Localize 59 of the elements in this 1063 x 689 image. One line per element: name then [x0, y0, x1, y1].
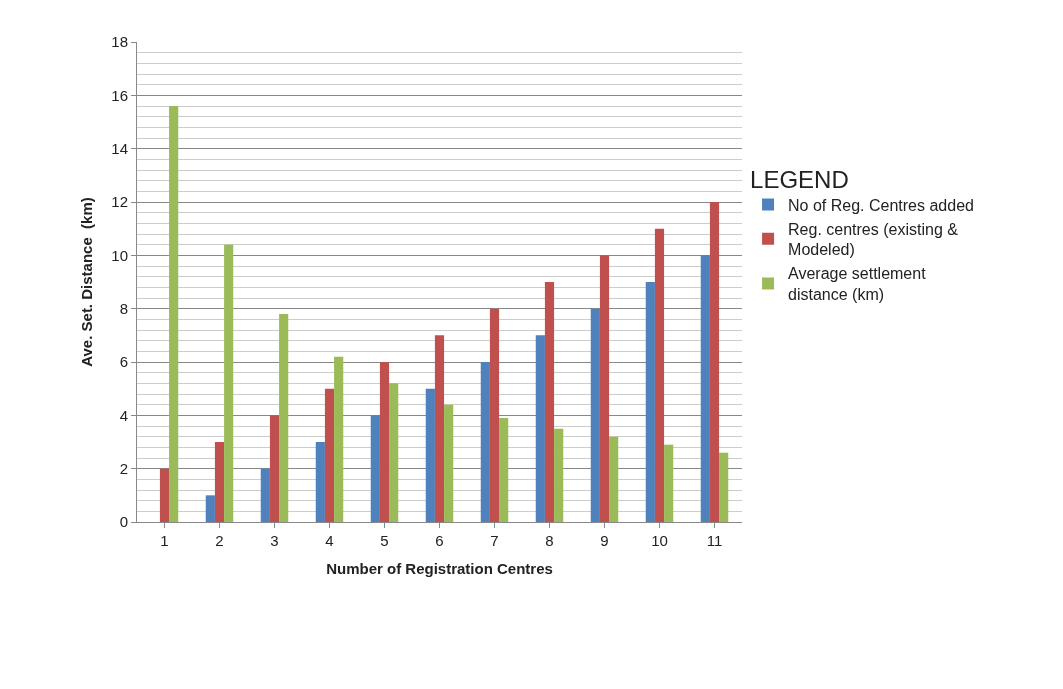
- bar: [645, 282, 655, 522]
- legend-label: No of Reg. Centres added: [788, 196, 974, 214]
- bar: [334, 356, 344, 522]
- x-tick-label: 7: [490, 532, 499, 549]
- legend-label: Reg. centres (existing & Modeled): [788, 220, 959, 259]
- bar: [324, 388, 335, 522]
- bar: [205, 495, 215, 522]
- y-axis-title: Ave. Set. Distance (km): [77, 197, 95, 367]
- bar: [590, 308, 600, 522]
- bar: [499, 418, 509, 522]
- y-tick-label: 6: [119, 353, 128, 371]
- y-tick-label: 0: [119, 513, 128, 531]
- x-tick-label: 5: [380, 532, 389, 549]
- y-tick-label: 12: [111, 193, 128, 211]
- x-tick-label: 1: [160, 532, 169, 549]
- bar: [444, 404, 454, 522]
- bar: [599, 255, 610, 522]
- y-tick-label: 18: [111, 33, 128, 51]
- bar: [544, 282, 555, 522]
- bar: [709, 202, 720, 522]
- bar: [269, 415, 280, 522]
- bar: [719, 452, 729, 522]
- bar: [664, 444, 674, 522]
- x-tick-label: 10: [651, 532, 668, 549]
- bar: [535, 335, 545, 522]
- bar: [609, 436, 619, 522]
- bar: [379, 362, 390, 522]
- bar: [159, 468, 170, 522]
- bar: [214, 442, 225, 522]
- y-tick-label: 10: [111, 246, 128, 264]
- y-tick-label: 8: [119, 299, 128, 317]
- y-tick-label: 14: [111, 139, 128, 157]
- x-tick-label: 4: [325, 532, 334, 549]
- x-tick-label: 6: [435, 532, 444, 549]
- x-tick-label: 3: [270, 532, 279, 549]
- bar: [279, 314, 289, 522]
- bar: [434, 335, 445, 522]
- legend-title: LEGEND: [750, 165, 849, 193]
- y-tick-label: 4: [119, 406, 128, 424]
- bar: [554, 428, 564, 522]
- bar: [260, 468, 270, 522]
- bar: [224, 244, 234, 522]
- bar: [169, 106, 179, 522]
- bar: [480, 362, 490, 522]
- x-axis-title: Number of Registration Centres: [326, 560, 553, 577]
- bar: [315, 442, 325, 522]
- bar: [489, 308, 500, 522]
- bar: [370, 415, 380, 522]
- x-tick-label: 9: [600, 532, 609, 549]
- bar: [654, 228, 665, 522]
- bar: [389, 383, 399, 522]
- bar: [425, 388, 435, 522]
- x-tick-label: 8: [545, 532, 554, 549]
- y-tick-label: 16: [111, 86, 128, 104]
- x-tick-label: 11: [706, 532, 723, 549]
- legend-label: Average settlement distance (km): [788, 265, 927, 304]
- bar: [700, 255, 710, 522]
- y-tick-label: 2: [119, 459, 128, 477]
- x-tick-label: 2: [215, 532, 224, 549]
